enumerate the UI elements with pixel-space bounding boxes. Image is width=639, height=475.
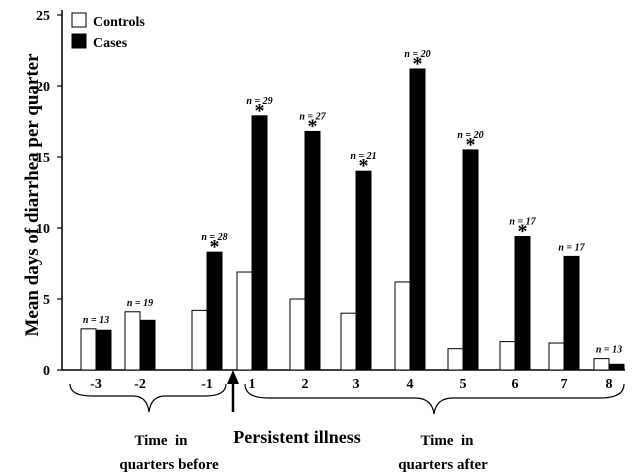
y-tick-label: 15 [36,151,50,166]
brace-before [69,383,227,413]
bar-controls [340,312,357,371]
bar-controls [548,342,565,371]
y-tick-label: 20 [36,80,50,95]
sample-size-label: n = 28 [201,232,227,243]
y-tick-label: 25 [36,9,50,24]
event-arrow [227,370,239,412]
y-tick-label: 5 [43,293,50,308]
bar-series: n = 13n = 19*n = 28*n = 29*n = 27*n = 21… [80,49,625,371]
bar-controls [499,341,516,371]
y-axis-ticks: 0 5 10 15 20 25 [36,9,62,379]
significance-marker: * [518,221,528,243]
sample-size-label: n = 20 [404,49,430,60]
significance-marker: * [255,100,265,122]
bar-controls [447,348,464,371]
x-tick-label: 7 [561,377,568,392]
significance-marker: * [413,53,423,75]
sample-size-label: n = 19 [127,298,153,309]
bar-cases [514,236,531,371]
x-tick-label: 6 [512,377,519,392]
significance-marker: * [359,155,369,177]
annotation-after-line1: Time in [420,433,474,449]
bar-cases [355,170,372,371]
bar-cases [206,251,223,371]
x-tick-label: 1 [249,377,256,392]
annotation-after-line2: quarters after [398,457,488,473]
bar-controls [289,298,306,371]
sample-size-label: n = 27 [299,111,326,122]
x-tick-label: -2 [134,377,146,392]
sample-size-label: n = 13 [83,315,109,326]
x-tick-label: -3 [90,377,102,392]
bar-controls [236,271,253,371]
x-tick-label: 4 [407,377,414,392]
x-tick-label: 8 [606,377,613,392]
x-tick-label: 3 [353,377,360,392]
bar-cases [139,319,156,371]
legend-label-cases: Cases [93,36,128,51]
sample-size-label: n = 29 [246,96,272,107]
bar-controls [394,281,411,371]
sample-size-label: n = 20 [457,130,483,141]
annotation-event: Persistent illness [233,427,361,447]
bar-controls [191,309,208,371]
legend-swatch-controls [71,12,87,28]
y-tick-label: 0 [43,364,50,379]
x-tick-label: 5 [460,377,467,392]
bar-cases [608,363,625,371]
annotation-before-line1: Time in [134,433,188,449]
sample-size-label: n = 17 [509,217,536,228]
legend-label-controls: Controls [93,15,145,30]
bar-cases [95,329,112,371]
significance-marker: * [210,236,220,258]
x-tick-label: -1 [201,377,213,392]
bar-cases [563,255,580,371]
x-axis-ticks: -3 -2 -1 1 2 3 4 5 6 7 8 [90,377,612,392]
bar-cases [304,130,321,371]
bar-controls [593,358,610,371]
significance-marker: * [308,115,318,137]
sample-size-label: n = 17 [558,242,585,253]
x-tick-label: 2 [302,377,309,392]
bar-cases [462,149,479,371]
y-axis-label: Mean days of diarrhea per quarter [22,53,43,337]
bar-cases [409,68,426,371]
legend-swatch-cases [71,33,87,49]
brace-after [244,383,625,415]
sample-size-label: n = 21 [350,151,376,162]
y-tick-label: 10 [36,222,50,237]
sample-size-label: n = 13 [596,345,622,356]
annotation-before-line2: quarters before [119,457,219,473]
significance-marker: * [466,134,476,156]
bar-cases [251,115,268,371]
bar-controls [80,328,97,371]
bar-controls [124,311,141,371]
legend: Controls Cases [71,12,145,51]
